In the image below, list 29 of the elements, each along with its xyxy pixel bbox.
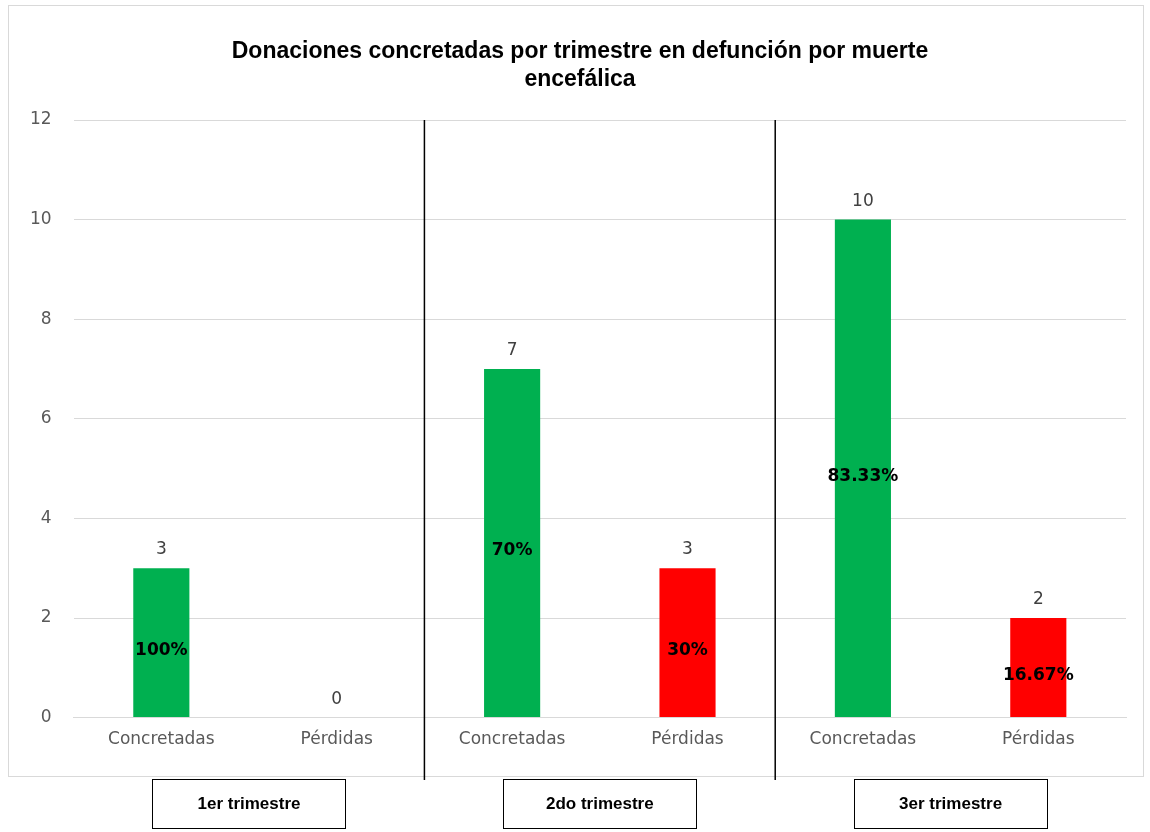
text: 2do trimestre bbox=[502, 779, 697, 829]
text: 3er trimestre bbox=[853, 779, 1048, 829]
text: 1er trimestre bbox=[152, 779, 347, 829]
y-tick-label: 0 bbox=[40, 706, 52, 727]
annotation: 30% bbox=[667, 639, 708, 660]
annotation: 70% bbox=[491, 539, 533, 560]
annotation: 100% bbox=[135, 639, 188, 660]
data-label: 2 bbox=[1032, 587, 1044, 608]
y-tick-label: 12 bbox=[29, 108, 52, 129]
y-tick-label: 4 bbox=[40, 506, 52, 527]
x-tick-label: Pérdidas bbox=[300, 728, 374, 749]
data-label: 0 bbox=[331, 687, 343, 708]
x-tick-label: Concretadas bbox=[108, 728, 215, 749]
data-label: 3 bbox=[155, 538, 167, 559]
y-tick-label: 6 bbox=[40, 407, 52, 428]
x-tick-label: Pérdidas bbox=[651, 728, 724, 749]
bar bbox=[133, 568, 190, 718]
y-tick-label: 2 bbox=[40, 606, 52, 627]
x-tick-label: Pérdidas bbox=[1002, 728, 1075, 749]
chart-title: Donaciones concretadas por trimestre en defunción por muerte encefálica bbox=[230, 36, 930, 92]
data-label: 7 bbox=[506, 338, 518, 359]
data-label: 10 bbox=[852, 189, 874, 210]
bar bbox=[659, 568, 716, 718]
x-tick-label: Concretadas bbox=[458, 728, 566, 749]
bar bbox=[484, 369, 541, 718]
y-tick-label: 8 bbox=[40, 307, 52, 328]
y-tick-label: 10 bbox=[29, 208, 52, 229]
x-tick-label: Concretadas bbox=[809, 728, 917, 749]
data-label: 3 bbox=[682, 538, 693, 559]
